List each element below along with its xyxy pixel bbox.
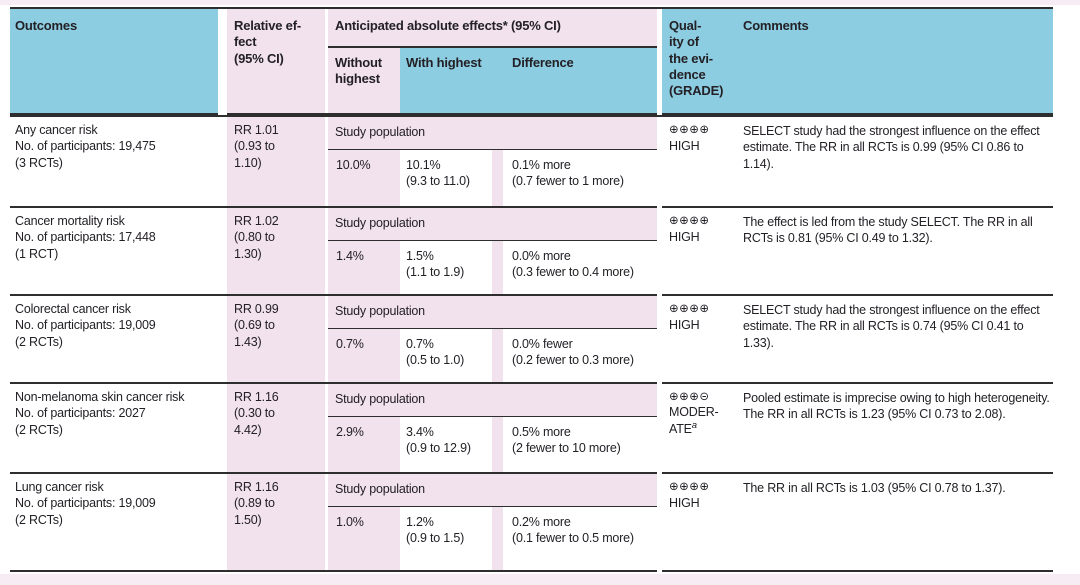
- table-row-lung-cancer: Lung cancer risk No. of participants: 19…: [10, 472, 1053, 570]
- with-highest-value: 0.7% (0.5 to 1.0): [400, 329, 492, 382]
- table-row-non-melanoma-skin-cancer: Non-melanoma skin cancer risk No. of par…: [10, 382, 1053, 472]
- grade-quality-cell: ⊕⊕⊕⊕ HIGH: [662, 296, 736, 382]
- page-top-strip: [0, 0, 1080, 5]
- relative-effect-cell: RR 0.99 (0.69 to 1.43): [227, 296, 325, 382]
- without-highest-value: 0.7%: [336, 337, 364, 351]
- grade-symbols: ⊕⊕⊕⊕: [669, 122, 710, 136]
- header-relative-effect: Relative ef- fect (95% CI): [227, 9, 325, 113]
- grade-quality-cell: ⊕⊕⊕⊕ HIGH: [662, 208, 736, 294]
- difference-value: 0.5% more (2 fewer to 10 more): [503, 417, 657, 472]
- table-row-colorectal-cancer: Colorectal cancer risk No. of participan…: [10, 294, 1053, 382]
- comments-cell: SELECT study had the strongest influence…: [743, 303, 1040, 350]
- header-absolute-effects: Anticipated absolute effects* (95% CI): [328, 9, 657, 48]
- header-quality-comments-group: Qual- ity of the evi- dence (GRADE) Comm…: [662, 9, 1053, 113]
- relative-effect-cell: RR 1.16 (0.30 to 4.42): [227, 384, 325, 472]
- comments-cell: The effect is led from the study SELECT.…: [743, 215, 1033, 246]
- header-outcomes: Outcomes: [10, 9, 218, 113]
- study-population-label: Study population: [328, 474, 657, 507]
- grade-label: HIGH: [669, 317, 700, 332]
- grade-quality-cell: ⊕⊕⊕⊝ MODER-ATEa: [662, 384, 736, 472]
- comments-cell: The RR in all RCTs is 1.03 (95% CI 0.78 …: [743, 481, 1006, 495]
- with-highest-value: 1.2% (0.9 to 1.5): [400, 507, 492, 570]
- without-highest-value: 2.9%: [336, 425, 364, 439]
- header-with-difference-group: With highest Difference: [400, 48, 657, 113]
- grade-label: HIGH: [669, 495, 700, 510]
- table-row-any-cancer: Any cancer risk No. of participants: 19,…: [10, 115, 1053, 206]
- table-header: Outcomes Relative ef- fect (95% CI) Anti…: [10, 7, 1053, 115]
- page-bottom-strip: [0, 574, 1080, 585]
- table-row-cancer-mortality: Cancer mortality risk No. of participant…: [10, 206, 1053, 294]
- absolute-effects-cell: Study population 10.0% 10.1% (9.3 to 11.…: [328, 117, 657, 206]
- grade-quality-cell: ⊕⊕⊕⊕ HIGH: [662, 117, 736, 206]
- grade-symbols: ⊕⊕⊕⊕: [669, 213, 710, 227]
- absolute-effects-cell: Study population 0.7% 0.7% (0.5 to 1.0) …: [328, 296, 657, 382]
- grade-symbols: ⊕⊕⊕⊕: [669, 479, 710, 493]
- grade-symbols: ⊕⊕⊕⊝: [669, 389, 710, 403]
- with-highest-value: 3.4% (0.9 to 12.9): [400, 417, 492, 472]
- grade-quality-cell: ⊕⊕⊕⊕ HIGH: [662, 474, 736, 570]
- comments-cell: Pooled estimate is imprecise owing to hi…: [743, 391, 1050, 422]
- difference-value: 0.1% more (0.7 fewer to 1 more): [503, 150, 657, 206]
- difference-value: 0.0% fewer (0.2 fewer to 0.3 more): [503, 329, 657, 382]
- without-highest-value: 1.0%: [336, 515, 364, 529]
- grade-label: MODER-ATE: [669, 404, 719, 437]
- relative-effect-cell: RR 1.01 (0.93 to 1.10): [227, 117, 325, 206]
- outcome-cell: Any cancer risk No. of participants: 19,…: [15, 123, 156, 170]
- header-with-highest: With highest: [406, 55, 482, 70]
- without-highest-value: 10.0%: [336, 158, 371, 172]
- header-absolute-effects-group: Anticipated absolute effects* (95% CI) W…: [328, 9, 657, 113]
- study-population-label: Study population: [328, 208, 657, 241]
- header-without-highest: Without highest: [328, 48, 400, 113]
- study-population-label: Study population: [328, 296, 657, 329]
- grade-summary-table: Outcomes Relative ef- fect (95% CI) Anti…: [10, 7, 1053, 572]
- relative-effect-cell: RR 1.02 (0.80 to 1.30): [227, 208, 325, 294]
- grade-footnote-marker: a: [691, 420, 697, 432]
- without-highest-value: 1.4%: [336, 249, 364, 263]
- comments-cell: SELECT study had the strongest influence…: [743, 124, 1040, 171]
- outcome-cell: Non-melanoma skin cancer risk No. of par…: [15, 390, 185, 437]
- header-quality-of-evidence: Qual- ity of the evi- dence (GRADE): [669, 18, 724, 98]
- study-population-label: Study population: [328, 117, 657, 150]
- outcome-cell: Cancer mortality risk No. of participant…: [15, 214, 156, 261]
- difference-value: 0.0% more (0.3 fewer to 0.4 more): [503, 241, 657, 294]
- with-highest-value: 1.5% (1.1 to 1.9): [400, 241, 492, 294]
- grade-label: HIGH: [669, 138, 700, 153]
- table-bottom-rule: [10, 570, 1053, 572]
- absolute-effects-cell: Study population 2.9% 3.4% (0.9 to 12.9)…: [328, 384, 657, 472]
- header-comments: Comments: [743, 18, 809, 33]
- header-difference: Difference: [512, 55, 574, 70]
- relative-effect-cell: RR 1.16 (0.89 to 1.50): [227, 474, 325, 570]
- outcome-cell: Lung cancer risk No. of participants: 19…: [15, 480, 156, 527]
- absolute-effects-cell: Study population 1.4% 1.5% (1.1 to 1.9) …: [328, 208, 657, 294]
- outcome-cell: Colorectal cancer risk No. of participan…: [15, 302, 156, 349]
- study-population-label: Study population: [328, 384, 657, 417]
- absolute-effects-cell: Study population 1.0% 1.2% (0.9 to 1.5) …: [328, 474, 657, 570]
- grade-symbols: ⊕⊕⊕⊕: [669, 301, 710, 315]
- with-highest-value: 10.1% (9.3 to 11.0): [400, 150, 492, 206]
- difference-value: 0.2% more (0.1 fewer to 0.5 more): [503, 507, 657, 570]
- grade-label: HIGH: [669, 229, 700, 244]
